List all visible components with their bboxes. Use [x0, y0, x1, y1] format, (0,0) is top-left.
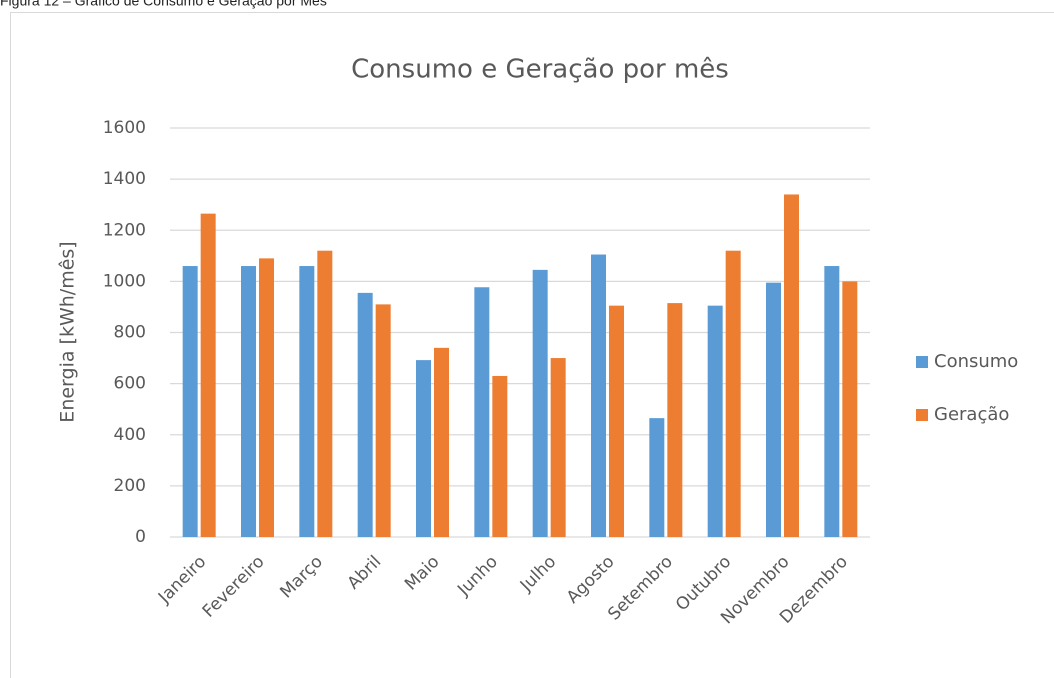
y-tick-label: 0: [135, 527, 146, 547]
y-tick-label: 1200: [103, 220, 146, 240]
chart-frame: [10, 12, 1054, 678]
y-tick-label: 1400: [103, 169, 146, 189]
x-tick-label: Julho: [516, 552, 560, 596]
x-tick-label: Agosto: [563, 552, 619, 608]
bar: [667, 303, 683, 537]
bar: [707, 305, 723, 537]
bar: [241, 266, 256, 537]
y-tick-label: 800: [114, 323, 146, 343]
bar: [182, 266, 198, 537]
bar: [766, 282, 781, 537]
x-tick-label: Janeiro: [154, 552, 210, 608]
bar: [649, 418, 665, 537]
bar: [375, 304, 391, 537]
bar: [299, 266, 315, 537]
bar: [434, 347, 449, 537]
bar: [824, 266, 840, 537]
y-axis-label: Energia [kWh/mês]: [57, 241, 79, 422]
bar: [609, 305, 624, 537]
bar: [200, 213, 216, 537]
bar: [474, 287, 490, 537]
y-tick-label: 1000: [103, 271, 146, 291]
bar: [725, 250, 741, 537]
bar: [317, 250, 333, 537]
x-tick-label: Fevereiro: [199, 552, 269, 622]
legend-swatch: [916, 409, 928, 421]
bar: [842, 281, 858, 537]
bar: [357, 292, 373, 537]
legend-swatch: [916, 356, 928, 368]
bar: [259, 258, 274, 537]
legend-label: Consumo: [934, 351, 1018, 372]
y-tick-label: 1600: [103, 118, 146, 138]
bar: [784, 194, 799, 537]
x-tick-label: Abril: [344, 552, 386, 594]
x-tick-label: Março: [276, 552, 327, 603]
y-tick-label: 400: [114, 425, 146, 445]
caption: Figura 12 – Gráfico de Consumo e Geração…: [0, 0, 327, 9]
y-tick-label: 200: [114, 476, 146, 496]
bar: [416, 360, 431, 537]
bar: [492, 375, 508, 537]
bar: [550, 358, 566, 537]
x-tick-label: Junho: [453, 552, 502, 601]
chart-title: Consumo e Geração por mês: [351, 55, 729, 85]
y-tick-label: 600: [114, 374, 146, 394]
bar: [532, 269, 548, 537]
x-tick-label: Maio: [401, 552, 444, 595]
bar: [591, 254, 606, 538]
legend-label: Geração: [934, 404, 1009, 425]
